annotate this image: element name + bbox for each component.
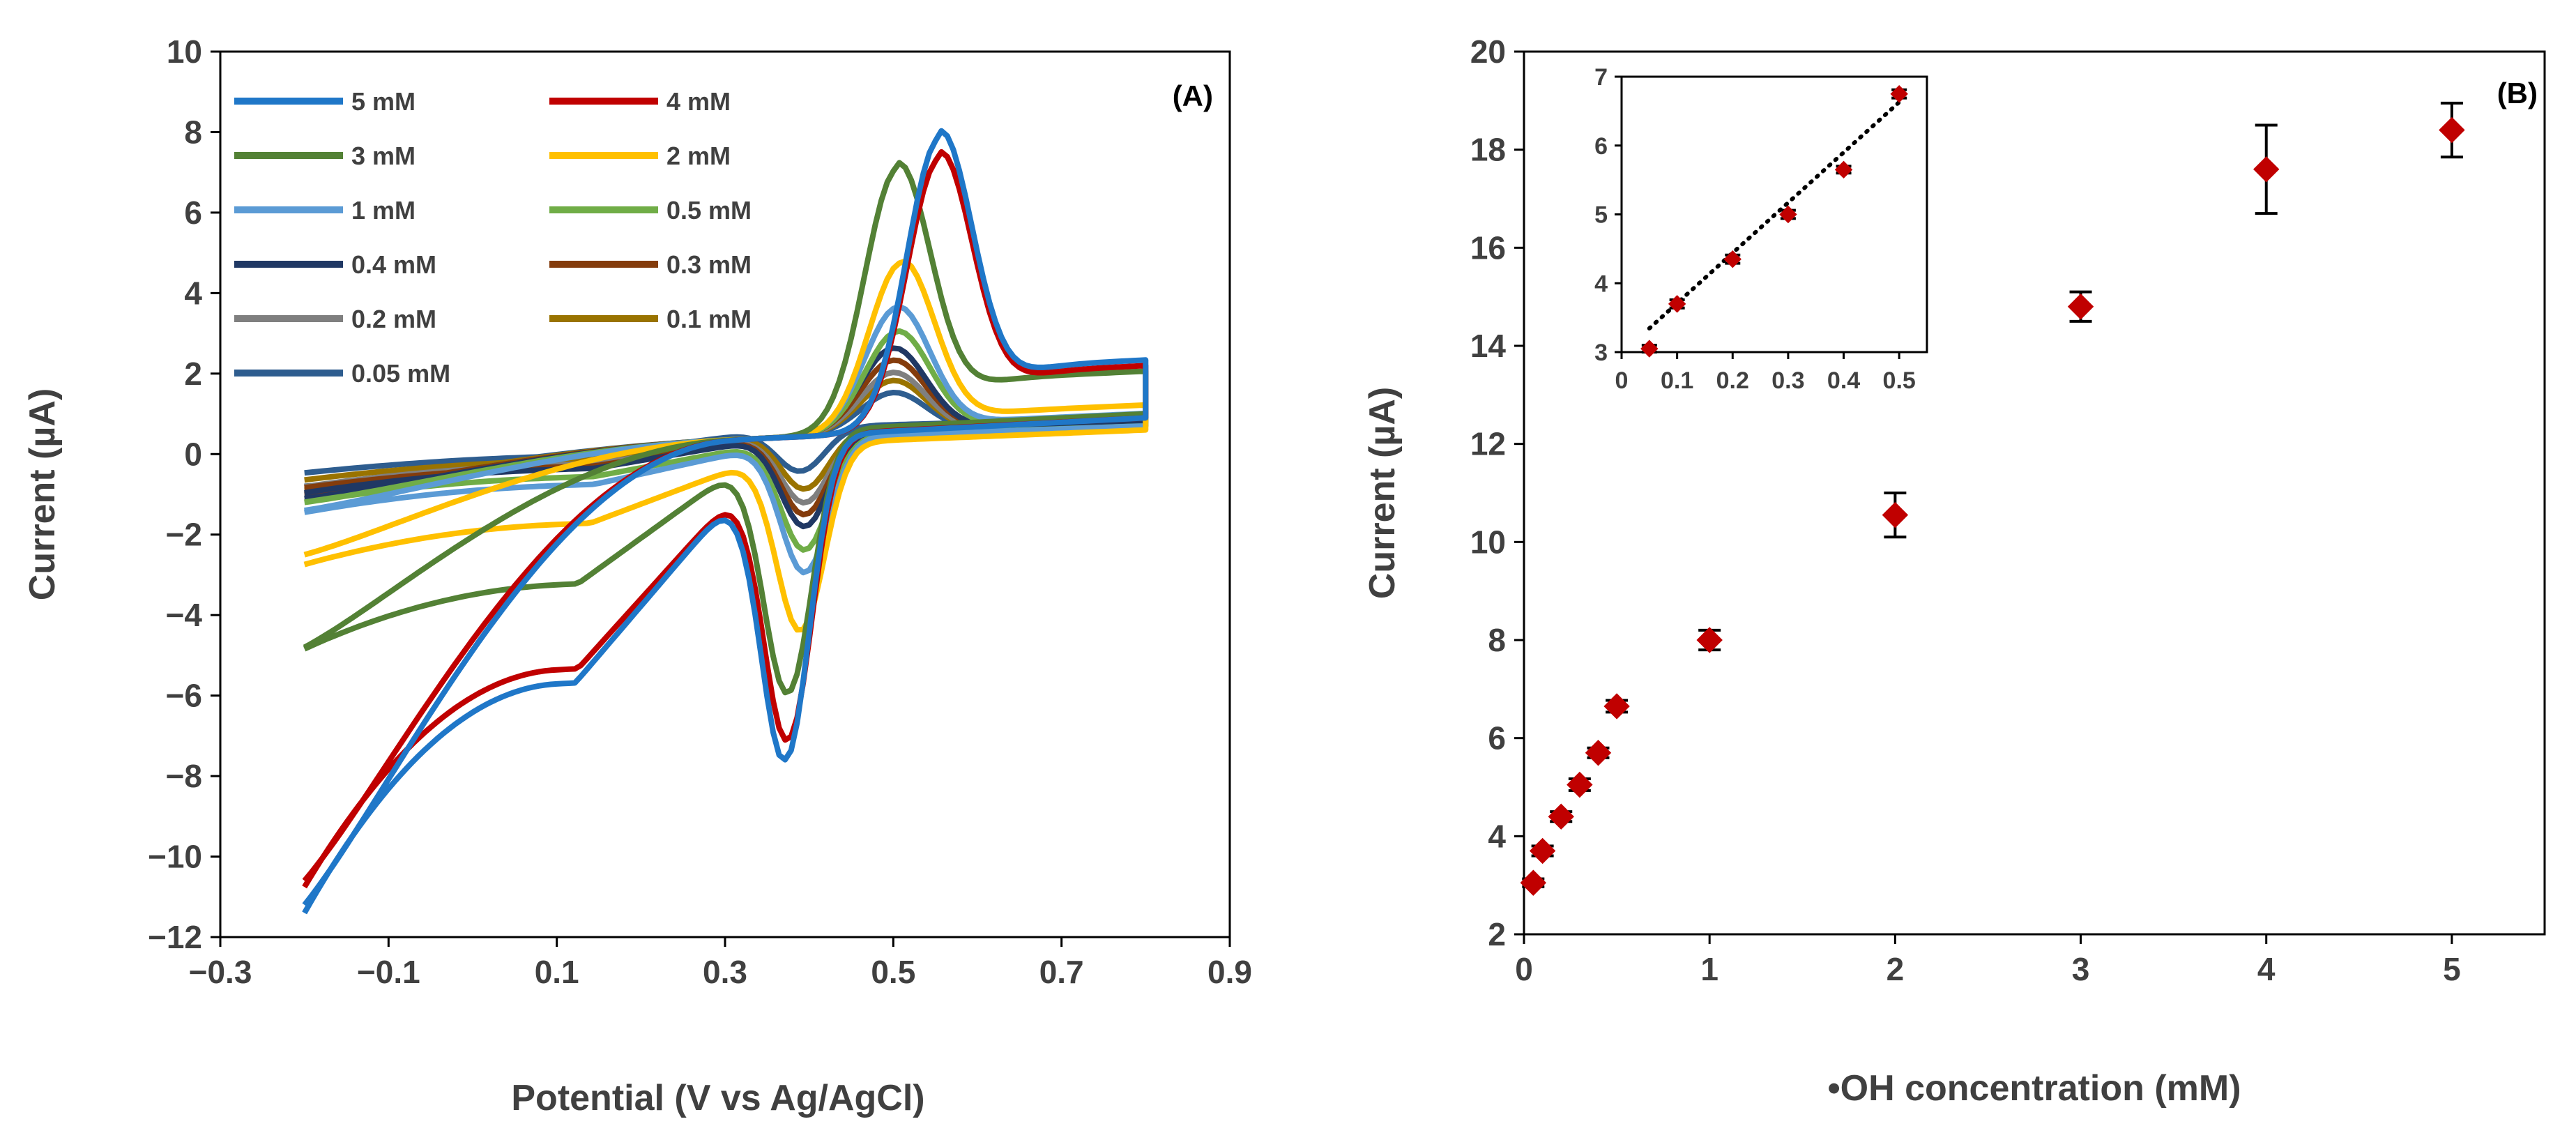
panel-b-data-point [1520, 869, 1547, 896]
inset-data-point [1640, 340, 1659, 358]
panel-b-data-point [1567, 771, 1593, 798]
panel-a-label: (A) [1173, 79, 1213, 112]
panel-a-y-tick-label: −10 [148, 839, 202, 875]
panel-b-data-point [1585, 740, 1612, 766]
panel-a-y-tick-label: −12 [148, 919, 202, 955]
panel-a-legend-label: 0.2 mM [351, 305, 436, 333]
panel-b-y-tick-label: 18 [1470, 132, 1506, 168]
panel-b-data-point [1548, 803, 1574, 830]
panel-b-data-point [1882, 501, 1909, 529]
inset-x-tick-label: 0.2 [1716, 367, 1749, 394]
panel-b-data-point [1529, 837, 1556, 865]
panel-b-y-ticks: 2 4 6 8 10 12 14 16 18 20 [1470, 33, 1524, 952]
inset-y-tick-label: 6 [1594, 133, 1608, 160]
inset-data-point [1834, 160, 1853, 179]
inset-data-point [1890, 84, 1908, 103]
panel-a-legend-label: 0.4 mM [351, 250, 436, 279]
inset-x-tick-label: 0.3 [1771, 367, 1804, 394]
panel-b-x-tick-label: 4 [2257, 951, 2276, 987]
panel-a-x-tick-label: −0.3 [189, 954, 252, 990]
panel-a-y-tick-label: −2 [166, 517, 202, 553]
panel-b-y-tick-label: 20 [1470, 33, 1506, 70]
inset-y-tick-label: 7 [1594, 64, 1608, 91]
panel-a-x-ticks: −0.3 −0.1 0.1 0.3 0.5 0.7 0.9 [189, 937, 1252, 990]
panel-a-x-tick-label: 0.9 [1207, 954, 1252, 990]
panel-a-y-tick-label: 4 [184, 275, 202, 311]
inset-data-point [1668, 295, 1686, 313]
inset-y-tick-label: 3 [1594, 340, 1608, 366]
panel-a-x-axis-title: Potential (V vs Ag/AgCl) [511, 1078, 924, 1118]
panel-a-y-tick-label: −6 [166, 678, 202, 714]
panel-a-x-tick-label: 0.1 [535, 954, 579, 990]
panel-b-y-tick-label: 16 [1470, 229, 1506, 266]
panel-a-legend-label: 2 mM [666, 142, 731, 170]
panel-a-y-tick-label: 0 [184, 436, 202, 472]
inset-y-tick-label: 4 [1594, 271, 1608, 297]
panel-a-legend-label: 1 mM [351, 196, 416, 225]
panel-a-series-line [302, 128, 1149, 915]
panel-b-inset-chart: 0 0.1 0.2 0.3 0.4 0.5 3 4 5 6 7 [1594, 64, 1928, 394]
panel-b-y-tick-label: 4 [1488, 818, 1506, 854]
panel-b-y-tick-label: 14 [1470, 328, 1507, 364]
panel-b-data-point [2439, 116, 2465, 144]
panel-b-y-tick-label: 12 [1470, 426, 1506, 462]
inset-y-tick-label: 5 [1594, 202, 1608, 229]
panel-a-legend-label: 0.1 mM [666, 305, 752, 333]
panel-a-cv-chart: −0.3 −0.1 0.1 0.3 0.5 0.7 0.9 −12 −10 −8 −6 −4 −2 0 2… [22, 33, 1252, 1118]
panel-b-x-tick-label: 3 [2072, 951, 2090, 987]
panel-a-x-tick-label: 0.7 [1039, 954, 1084, 990]
inset-data-point [1723, 250, 1742, 268]
panel-b-x-axis-title: •OH concentration (mM) [1827, 1068, 2241, 1109]
inset-x-tick-label: 0 [1615, 367, 1629, 394]
panel-a-y-axis-title: Current (µA) [22, 388, 63, 600]
panel-a-x-tick-label: 0.5 [871, 954, 915, 990]
panel-b-data-point [2067, 294, 2094, 320]
panel-b-data-point [1696, 627, 1723, 653]
panel-a-y-tick-label: 2 [184, 356, 202, 392]
panel-a-y-ticks: −12 −10 −8 −6 −4 −2 0 2 4 6 8 10 [148, 33, 220, 955]
inset-trendline [1647, 100, 1902, 330]
panel-b-data-points [1520, 101, 2465, 896]
panel-b-y-tick-label: 2 [1488, 916, 1506, 952]
panel-b-y-tick-label: 10 [1470, 524, 1506, 560]
panel-a-cv-curves [302, 128, 1149, 915]
panel-b-x-tick-label: 2 [1887, 951, 1905, 987]
panel-a-y-tick-label: 8 [184, 114, 202, 150]
panel-a-legend-label: 5 mM [351, 87, 416, 116]
inset-x-tick-label: 0.4 [1827, 367, 1860, 394]
panel-b-y-axis-title: Current (µA) [1362, 387, 1403, 599]
panel-b-x-tick-label: 0 [1515, 951, 1533, 987]
panel-a-y-tick-label: −8 [166, 758, 202, 794]
panel-b-x-ticks: 0 1 2 3 4 5 [1515, 934, 2461, 987]
panel-b-data-point [2253, 156, 2280, 183]
panel-b-x-tick-label: 5 [2443, 951, 2461, 987]
panel-a-x-tick-label: −0.1 [357, 954, 420, 990]
panel-a-legend-label: 3 mM [351, 142, 416, 170]
panel-b-data-point [1603, 693, 1630, 720]
panel-a-legend-label: 4 mM [666, 87, 731, 116]
panel-a-legend-label: 0.5 mM [666, 196, 752, 225]
panel-a-legend-label: 0.05 mM [351, 359, 450, 388]
inset-data-points [1640, 84, 1908, 358]
inset-data-point [1779, 205, 1797, 224]
panel-b-y-tick-label: 8 [1488, 622, 1506, 658]
inset-x-ticks: 0 0.1 0.2 0.3 0.4 0.5 [1615, 352, 1916, 394]
panel-a-y-tick-label: −4 [166, 597, 203, 633]
inset-y-ticks: 3 4 5 6 7 [1594, 64, 1622, 366]
panel-b-x-tick-label: 1 [1700, 951, 1718, 987]
panel-a-x-tick-label: 0.3 [703, 954, 747, 990]
panel-a-legend: 5 mM 4 mM 3 mM 2 mM 1 mM 0.5 mM 0.4 mM 0.3 mM 0.… [234, 87, 752, 388]
inset-trendline-dotted [1647, 100, 1902, 330]
panel-b-y-tick-label: 6 [1488, 720, 1506, 756]
inset-x-tick-label: 0.5 [1883, 367, 1916, 394]
panel-a-y-tick-label: 10 [167, 33, 202, 70]
panel-a-y-tick-label: 6 [184, 195, 202, 231]
panel-b-label: (B) [2497, 77, 2538, 109]
panel-a-legend-label: 0.3 mM [666, 250, 752, 279]
inset-x-tick-label: 0.1 [1661, 367, 1693, 394]
